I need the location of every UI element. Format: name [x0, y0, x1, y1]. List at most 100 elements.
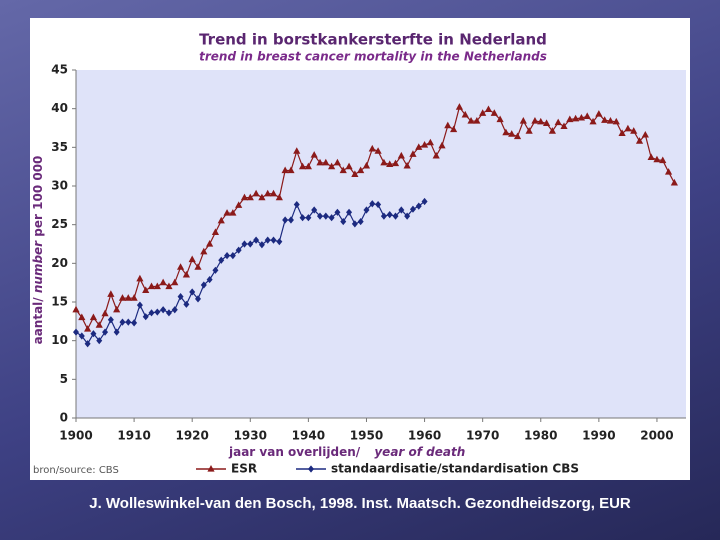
data-point [316, 158, 324, 166]
y-label-part: number [31, 240, 45, 293]
y-tick-label: 5 [60, 372, 68, 386]
data-point [119, 318, 126, 326]
data-point [142, 313, 149, 321]
data-point [270, 236, 277, 244]
y-label-part: aantal/ [31, 297, 45, 345]
x-tick-label: 1900 [59, 429, 92, 443]
data-point [531, 117, 539, 124]
data-point [317, 212, 323, 220]
data-point [276, 238, 283, 246]
y-tick-label: 20 [51, 256, 68, 270]
data-point [223, 209, 231, 216]
data-point [601, 116, 609, 123]
source: bron/source: CBS [33, 465, 119, 476]
data-point [375, 200, 382, 209]
x-tick-label: 1960 [408, 429, 441, 443]
y-tick-label: 10 [51, 333, 68, 347]
data-point [293, 200, 300, 209]
data-point [287, 166, 295, 174]
data-point [566, 115, 574, 123]
data-point [357, 166, 365, 174]
data-point [339, 166, 347, 174]
data-point [235, 201, 243, 208]
data-point [624, 124, 632, 132]
data-point [420, 141, 429, 148]
data-point [182, 270, 190, 278]
data-point [664, 168, 673, 175]
data-point [513, 132, 522, 140]
data-point [241, 240, 248, 248]
data-point [252, 189, 260, 197]
data-point [496, 115, 504, 123]
data-point [107, 290, 115, 297]
data-point [362, 161, 371, 169]
data-point [455, 103, 464, 110]
chart-subtitle: trend in breast cancer mortality in the … [199, 50, 547, 64]
data-point [73, 328, 79, 336]
data-point [188, 255, 196, 263]
data-point [572, 114, 580, 122]
data-point [206, 275, 213, 284]
data-point [403, 161, 411, 169]
data-point [258, 193, 266, 201]
data-point [229, 209, 237, 216]
data-point [502, 128, 510, 136]
data-point [136, 274, 144, 282]
data-point [72, 305, 80, 313]
data-point [107, 316, 114, 324]
data-point [583, 112, 591, 119]
data-point [328, 214, 335, 222]
data-point [479, 109, 487, 116]
data-point [398, 206, 405, 214]
data-point [392, 212, 399, 220]
data-point [171, 306, 178, 314]
legend-marker [308, 465, 314, 473]
data-point [125, 318, 132, 326]
data-point [224, 252, 231, 260]
chart-title: Trend in borstkankersterfte in Nederland [199, 31, 547, 49]
data-point [176, 263, 185, 270]
data-point [212, 266, 219, 274]
data-point [589, 117, 597, 125]
data-point [333, 158, 342, 166]
footer: J. Wolleswinkel-van den Bosch, 1998. Ins… [89, 495, 631, 512]
data-point [96, 337, 103, 345]
data-point [95, 321, 103, 328]
data-point [160, 306, 167, 314]
data-point [438, 141, 446, 149]
data-point [275, 193, 283, 201]
data-point [147, 282, 156, 290]
data-point [240, 193, 249, 201]
data-point [130, 294, 138, 301]
data-point [200, 281, 207, 289]
data-point [432, 151, 440, 159]
data-point [444, 121, 452, 129]
data-point [258, 241, 265, 249]
data-point [131, 319, 138, 327]
data-point [247, 240, 254, 248]
data-point [525, 127, 533, 134]
x-axis-label: jaar van overlijden/ year of death [228, 445, 465, 459]
data-point [670, 178, 678, 186]
data-point [519, 117, 527, 124]
data-point [635, 137, 644, 144]
x-label-part: jaar van overlijden/ [228, 445, 361, 459]
legend-label: ESR [231, 462, 257, 476]
data-point [577, 113, 586, 121]
data-point [148, 309, 155, 317]
data-point [595, 110, 603, 117]
data-point [363, 206, 370, 214]
x-tick-label: 1910 [117, 429, 150, 443]
y-tick-label: 30 [51, 179, 68, 193]
data-point [154, 308, 161, 316]
data-point [467, 117, 475, 124]
data-point [386, 211, 393, 219]
y-tick-label: 40 [51, 101, 68, 115]
data-point [630, 127, 638, 134]
data-point [490, 109, 498, 116]
data-point [653, 155, 661, 163]
data-point [195, 295, 201, 303]
data-point [304, 162, 312, 170]
